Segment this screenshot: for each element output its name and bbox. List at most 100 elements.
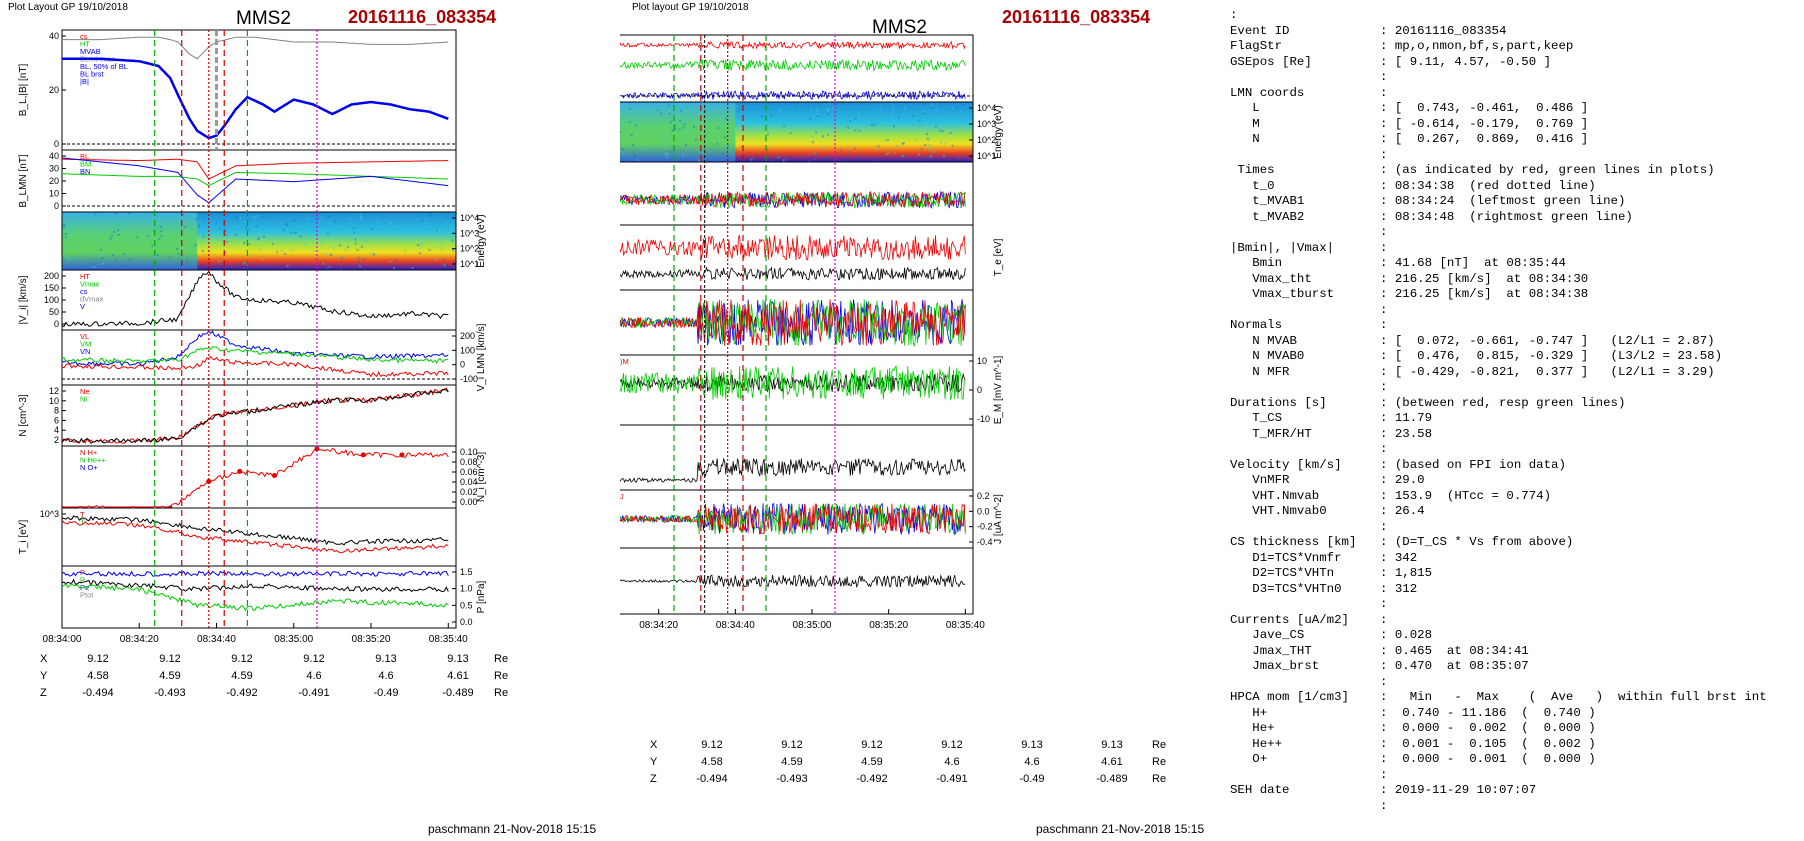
info-row: GSEpos [Re]: [ 9.11, 4.57, -0.50 ] xyxy=(1230,55,1767,71)
spectrogram-pixel xyxy=(620,131,622,134)
y-axis-label: V_i LMN [km/s] xyxy=(476,323,487,391)
spectrogram-pixel xyxy=(693,125,696,128)
info-key: CS thickness [km] xyxy=(1230,535,1357,549)
legend-entry: |B| xyxy=(80,77,89,86)
data-point xyxy=(314,446,320,452)
info-row: : xyxy=(1230,675,1767,691)
spectrogram-pixel xyxy=(131,216,134,219)
coord-label: Y xyxy=(40,669,48,682)
x-tick-label: 08:34:40 xyxy=(716,620,755,631)
spectrogram-pixel xyxy=(263,216,266,219)
coord-cell: 4.59 xyxy=(861,755,883,768)
info-row: Normals: xyxy=(1230,318,1767,334)
info-row: : xyxy=(1230,303,1767,319)
coord-cell: -0.492 xyxy=(226,686,258,699)
panel-4: 100-10-20E_LMN [mV m^-1]ELEMEN xyxy=(620,289,974,356)
spectrogram-pixel xyxy=(176,247,179,250)
y-tick-label: 100 xyxy=(44,295,59,305)
y-tick-label: 0.00 xyxy=(460,497,478,507)
info-value: : xyxy=(1380,519,1388,534)
spectrogram-pixel xyxy=(723,134,726,137)
spectrogram-pixel xyxy=(285,222,288,225)
spectrogram-pixel xyxy=(654,134,657,137)
spectrogram-pixel xyxy=(84,226,87,229)
spectrogram-pixel xyxy=(794,106,797,109)
info-row: He++: 0.001 - 0.105 ( 0.002 ) xyxy=(1230,737,1767,753)
legend-entry: (VexB)M xyxy=(620,357,629,366)
spectrogram-pixel xyxy=(99,254,102,257)
spectrogram-pixel xyxy=(877,145,880,148)
panel-bg xyxy=(620,425,973,490)
spectrogram-pixel xyxy=(376,231,379,234)
series-line-v xyxy=(61,270,449,328)
spectrogram-pixel xyxy=(106,231,109,234)
spectrogram-pixel xyxy=(628,122,631,125)
spectrogram-pixel xyxy=(192,213,195,216)
coord-label: Y xyxy=(650,755,658,768)
coord-unit: Re xyxy=(494,652,509,665)
spectrogram-pixel xyxy=(816,115,819,118)
spectrogram-pixel xyxy=(152,229,155,232)
spectrogram-pixel xyxy=(811,135,814,138)
spectrogram-pixel xyxy=(310,233,313,236)
legend-entry: dVmax xyxy=(80,295,104,304)
spectrogram-pixel xyxy=(887,151,890,154)
spectrogram-pixel xyxy=(716,142,719,145)
spectrogram-pixel xyxy=(92,262,95,265)
y-tick-label: 0 xyxy=(460,360,465,370)
spectrogram-pixel xyxy=(892,104,895,107)
spectrogram-pixel xyxy=(679,102,682,105)
spectrogram-pixel xyxy=(63,225,66,228)
y-tick-label: 4 xyxy=(54,425,59,435)
spectrogram-pixel xyxy=(967,148,970,151)
spectrogram-pixel xyxy=(185,260,188,263)
spectrogram-pixel xyxy=(764,120,767,123)
spectrogram-pixel xyxy=(120,232,123,235)
spectrogram-pixel xyxy=(158,219,161,222)
spectrogram-pixel xyxy=(420,242,423,245)
y-tick-label: 10^3 xyxy=(40,509,59,519)
middle-figure-title: MMS2 xyxy=(872,17,927,38)
panel-bg xyxy=(62,446,456,508)
spectrogram-pixel xyxy=(928,148,931,151)
spectrogram-pixel xyxy=(828,121,831,124)
spectrogram-pixel xyxy=(932,150,935,153)
coord-label: Z xyxy=(40,686,47,699)
info-row: D1=TCS*Vnmfr: 342 xyxy=(1230,551,1767,567)
spectrogram-pixel xyxy=(168,256,171,259)
y-tick-label: 0.5 xyxy=(460,600,473,610)
coord-cell: 9.13 xyxy=(1101,738,1123,751)
spectrogram-pixel xyxy=(634,156,637,159)
spectrogram-pixel xyxy=(63,223,66,226)
spectrogram-pixel xyxy=(721,152,724,155)
coord-cell: 4.6 xyxy=(1024,755,1040,768)
info-value: : 0.000 - 0.001 ( 0.000 ) xyxy=(1380,752,1596,766)
y-tick-label: 40 xyxy=(49,31,59,41)
info-row: He+: 0.000 - 0.002 ( 0.000 ) xyxy=(1230,721,1767,737)
spectrogram-pixel xyxy=(73,243,76,246)
left-coord-row-x: X 9.12 9.12 9.12 9.12 9.13 9.13 Re xyxy=(40,650,508,667)
coord-cell: 4.58 xyxy=(87,669,109,682)
legend-entry: BL xyxy=(80,152,89,161)
y-tick-label: 0.0 xyxy=(977,506,990,516)
spectrogram-pixel xyxy=(826,108,829,111)
info-key: He+ xyxy=(1230,721,1275,735)
spectrogram-pixel xyxy=(149,234,152,237)
spectrogram-pixel xyxy=(675,116,678,119)
spectrogram-pixel xyxy=(917,153,920,156)
y-axis-label: T_e [eV] xyxy=(993,238,1004,276)
spectrogram-pixel xyxy=(777,156,780,159)
info-row: T_CS: 11.79 xyxy=(1230,411,1767,427)
coord-cell: 9.12 xyxy=(87,652,109,665)
spectrogram-pixel xyxy=(770,114,773,117)
info-key: T_MFR/HT xyxy=(1230,426,1312,441)
legend-entry: VL xyxy=(80,332,89,341)
spectrogram-pixel xyxy=(685,130,688,133)
spectrogram-pixel xyxy=(428,248,431,251)
spectrogram-pixel xyxy=(714,103,717,106)
spectrogram-pixel xyxy=(104,239,107,242)
spectrogram-pixel xyxy=(876,148,879,151)
